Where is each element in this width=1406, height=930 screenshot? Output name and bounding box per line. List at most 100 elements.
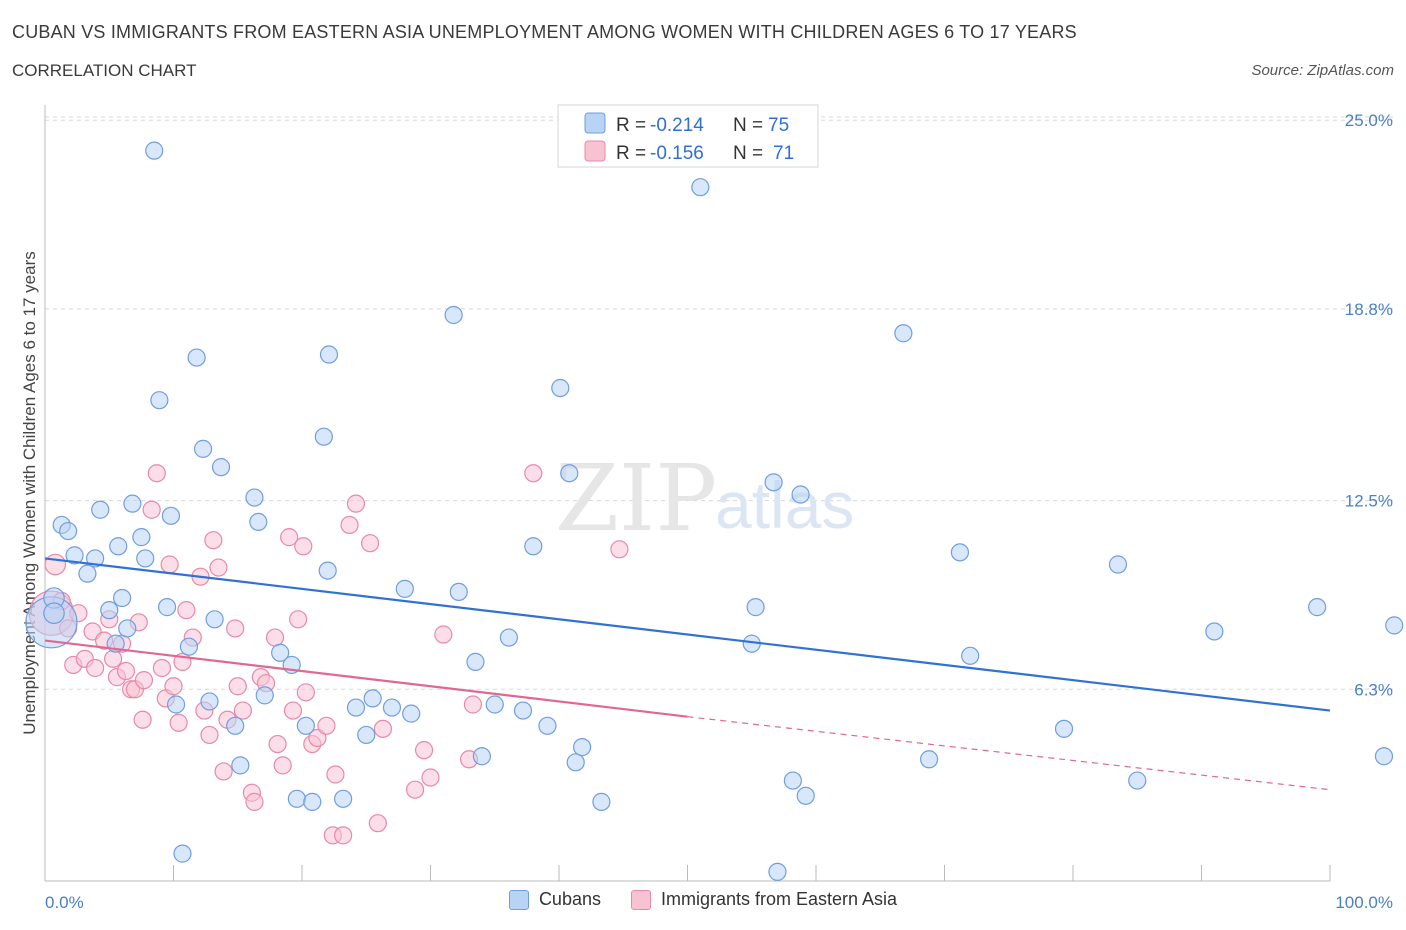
pink-point [283,701,303,720]
blue-point [318,561,337,580]
blue-point [249,512,268,532]
legend-pink-n-label: N = [733,143,763,164]
y-tick-label: 12.5% [1345,492,1393,511]
blue-point [226,716,245,735]
pink-point [289,610,308,629]
x-tick-labels: 0.0% 100.0% [45,893,1393,912]
blue-point [205,610,224,629]
blue-point [485,695,504,714]
pink-point [368,814,387,833]
blue-point [524,537,543,556]
legend-swatch-blue [584,112,606,134]
blue-point [157,598,177,617]
pink-point [228,677,247,696]
trend-lines [44,557,1331,791]
blue-point [166,695,186,714]
chart-title: CUBAN VS IMMIGRANTS FROM EASTERN ASIA UN… [12,22,1077,42]
pink-point [177,601,196,620]
blue-point [382,698,402,717]
watermark-zip: ZIP [555,445,717,552]
blue-point [245,488,264,507]
pink-point [200,725,219,745]
pink-point [164,677,183,696]
pink-point [334,826,353,845]
legend-blue-r-label: R = [616,115,646,136]
blue-point [187,348,206,367]
x-tick-label-min: 0.0% [45,893,84,912]
source-credit: Source: ZipAtlas.com [1251,62,1394,79]
y-tick-label: 18.8% [1345,300,1393,319]
blue-point [363,689,382,708]
blue-point [173,844,192,863]
blue-point [566,753,585,772]
blue-point [112,588,132,608]
blue-point [551,378,570,398]
blue-point [91,500,110,519]
blue-point [314,427,333,446]
blue-point [395,579,414,598]
trend-line-eastern-asia [44,639,688,718]
blue-point [592,792,611,811]
bottom-legend-item-eastern-asia: Immigrants from Eastern Asia [630,889,897,910]
bottom-legend: Cubans Immigrants from Eastern Asia [0,889,1406,910]
watermark-atlas: atlas [715,468,854,542]
blue-point [271,643,290,662]
y-tick-label: 6.3% [1354,680,1393,699]
trend-line-eastern-asia-extension [687,716,1331,791]
blue-point [145,141,164,160]
bottom-legend-item-cubans: Cubans [508,889,601,910]
pink-point [524,464,543,483]
blue-point [296,716,315,735]
blue-point [449,582,468,602]
swatch-blue [508,889,529,910]
pink-point [280,528,299,547]
blue-point [402,704,421,723]
pink-point [268,734,287,754]
pink-point [296,683,315,702]
pink-point [414,741,434,760]
legend-blue-r-value: -0.214 [650,115,704,136]
pink-point [204,531,223,550]
pink-point [209,558,228,577]
blue-point [499,628,518,647]
blue-point [768,862,787,881]
blue-point [132,528,151,547]
pink-point [44,553,67,576]
pink-point [152,658,172,678]
blue-point [118,619,137,638]
trend-line-cubans [44,557,1331,712]
blue-point [919,750,939,769]
blue-point [193,439,213,458]
legend-pink-r-value: -0.156 [650,143,704,164]
y-tick-labels: 25.0% 18.8% 12.5% 6.3% [1345,111,1393,699]
blue-point [764,473,783,492]
pink-point [245,792,264,811]
pink-point [169,713,188,732]
blue-point [472,747,491,766]
pink-point [361,534,380,553]
x-axis [44,865,1331,882]
blue-point [783,771,802,790]
blue-point [1374,747,1394,766]
blue-point [538,716,557,735]
pink-point [346,494,366,513]
pink-point [214,762,233,781]
blue-point [796,786,815,805]
blue-point [161,506,181,525]
y-axis-label: Unemployment Among Women with Children A… [20,251,39,735]
blue-point [303,792,322,811]
pink-point [160,555,179,574]
pink-point [308,728,327,748]
pink-point [294,537,313,556]
pink-point [116,661,136,681]
blue-point [287,789,306,808]
blue-point [346,698,366,717]
pink-point [373,719,393,738]
blue-point [1054,719,1074,738]
blue-point [100,601,119,620]
blue-point [59,521,78,541]
blue-point [231,756,250,775]
legend-swatch-pink [584,140,606,162]
blue-point [466,652,485,671]
pink-point [233,701,252,720]
